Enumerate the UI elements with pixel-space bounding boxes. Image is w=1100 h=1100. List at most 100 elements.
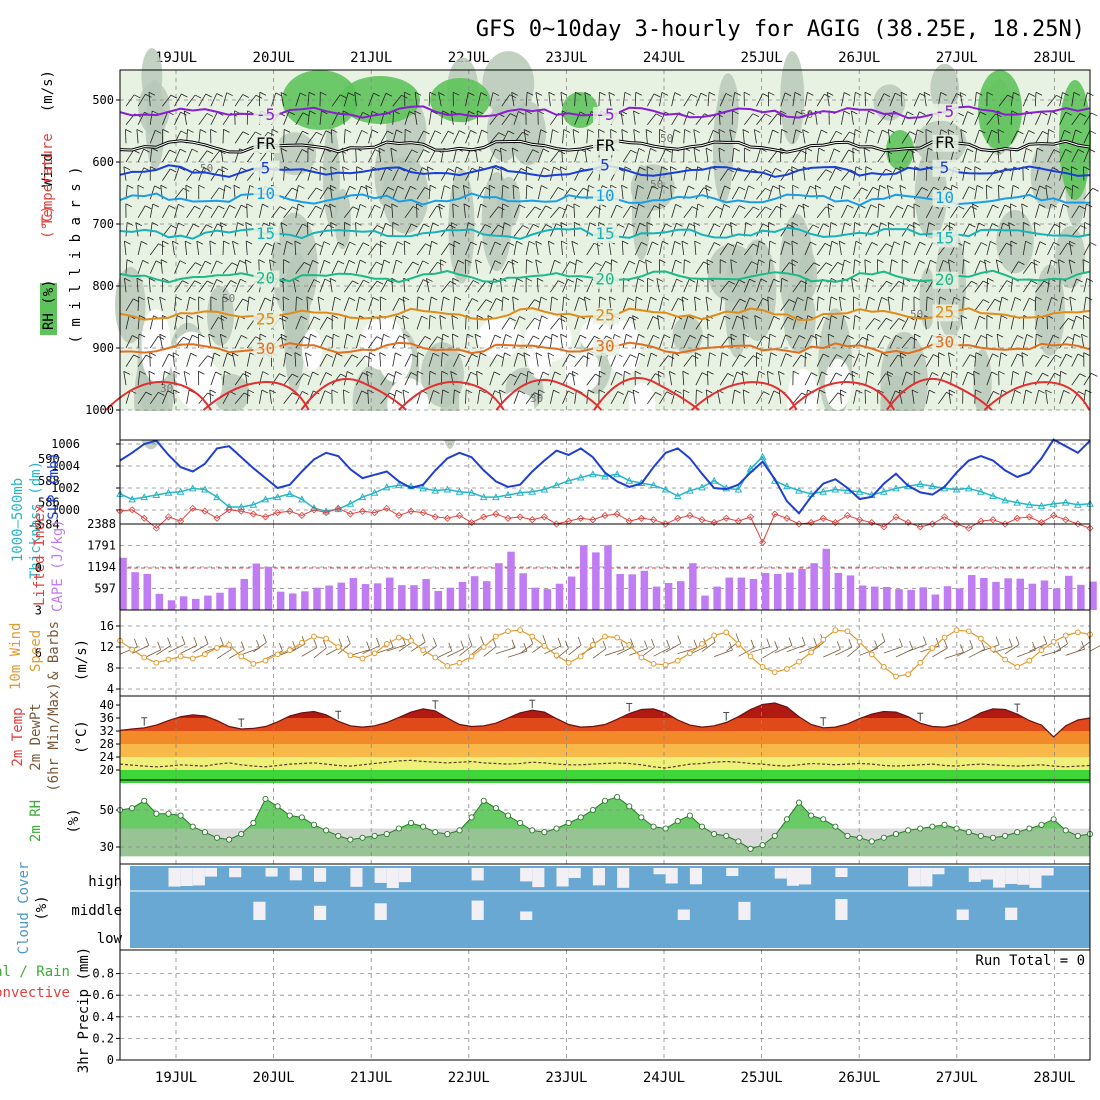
- cloud-middle-block: [677, 909, 690, 920]
- upper-wind-barb: [439, 315, 442, 330]
- upper-wind-barb-flag: [1062, 296, 1069, 301]
- upper-wind-barb: [802, 203, 806, 218]
- upper-wind-barb: [368, 352, 370, 367]
- upper-wind-barb: [125, 259, 128, 274]
- upper-wind-barb-flag: [827, 203, 835, 208]
- upper-wind-barb: [511, 148, 515, 163]
- upper-wind-barb-flag: [909, 131, 916, 136]
- upper-wind-barb: [693, 222, 697, 237]
- upper-wind-barb: [269, 389, 272, 404]
- upper-wind-barb: [368, 280, 378, 293]
- upper-wind-barb-flag: [240, 204, 248, 209]
- upper-wind-barb-flag: [694, 240, 701, 245]
- upper-wind-barb-flag: [429, 91, 436, 96]
- upper-wind-barb: [840, 222, 846, 237]
- li-marker: [516, 513, 524, 521]
- rh2m-point: [638, 814, 645, 821]
- upper-wind-barb: [428, 262, 438, 274]
- upper-wind-barb-flag: [452, 333, 459, 338]
- rh-grey-area: [496, 176, 521, 228]
- upper-wind-barb: [792, 150, 802, 163]
- wind10-barb-flag: [577, 636, 582, 646]
- cape-bar: [1052, 588, 1061, 610]
- upper-wind-barb: [160, 259, 163, 274]
- cape-bar: [616, 573, 624, 610]
- thickness-marker: [455, 487, 464, 495]
- wind10-barb-flag: [278, 642, 283, 652]
- upper-wind-barb: [489, 371, 495, 386]
- temp-tick-label: 36: [100, 711, 114, 725]
- upper-wind-barb: [440, 281, 451, 293]
- upper-wind-barb-flag: [1091, 112, 1098, 117]
- upper-wind-barb-flag: [661, 92, 669, 96]
- upper-wind-barb: [271, 92, 277, 107]
- rh2m-point: [335, 832, 342, 839]
- upper-wind-barb-flag: [684, 129, 691, 133]
- thickness-marker: [346, 499, 355, 507]
- upper-wind-barb-flag: [837, 261, 844, 266]
- upper-wind-barb-flag: [454, 296, 462, 301]
- rh-grey-area: [334, 188, 351, 250]
- upper-wind-barb: [1047, 204, 1052, 218]
- upper-wind-barb-flag: [959, 92, 967, 96]
- upper-wind-barb-flag: [942, 260, 950, 264]
- wind10-speed-point: [262, 657, 269, 664]
- thickness-marker: [358, 493, 367, 501]
- upper-wind-barb-flag: [763, 335, 770, 340]
- wind10-barb-flag: [602, 640, 607, 649]
- precip-tick-label: 0.2: [92, 1031, 114, 1045]
- upper-wind-barb-flag: [880, 222, 887, 227]
- isotherm-35-curve: [983, 381, 1091, 411]
- upper-wind-barb: [804, 186, 811, 200]
- upper-wind-barb: [925, 205, 934, 218]
- upper-wind-barb: [307, 371, 313, 386]
- upper-wind-barb-flag: [155, 260, 163, 265]
- upper-wind-barb: [186, 94, 196, 107]
- upper-wind-barb-flag: [244, 371, 252, 375]
- cloud-high-block: [920, 868, 933, 887]
- upper-wind-barb-flag: [807, 296, 814, 301]
- upper-wind-barb: [804, 335, 812, 349]
- upper-wind-barb: [319, 317, 328, 330]
- upper-wind-barb: [159, 334, 163, 349]
- upper-wind-barb-flag: [414, 91, 422, 96]
- upper-wind-barb-flag: [1059, 222, 1066, 226]
- upper-wind-barb-flag: [494, 334, 502, 339]
- upper-wind-barb: [562, 372, 570, 386]
- isotherm-label-bg: [253, 270, 280, 288]
- upper-wind-barb: [501, 296, 504, 311]
- upper-wind-barb: [560, 241, 563, 256]
- upper-wind-barb: [889, 318, 900, 330]
- cape-bar: [980, 577, 988, 610]
- upper-wind-barb-flag: [925, 129, 933, 133]
- upper-wind-barb: [234, 260, 241, 274]
- upper-wind-barb-flag: [964, 240, 971, 245]
- upper-wind-barb: [295, 203, 299, 218]
- upper-wind-barb-flag: [1085, 296, 1093, 301]
- upper-wind-barb: [671, 278, 677, 293]
- wind10-speed-point: [650, 660, 657, 667]
- upper-wind-barb-flag: [438, 203, 445, 208]
- upper-wind-barb: [828, 262, 838, 274]
- upper-wind-barb: [986, 278, 989, 293]
- upper-wind-barb-flag: [840, 389, 847, 394]
- upper-wind-barb: [1059, 186, 1066, 200]
- upper-wind-barb-flag: [210, 296, 218, 301]
- upper-wind-barb-flag: [343, 389, 350, 394]
- upper-wind-barb-flag: [429, 370, 437, 375]
- upper-wind-barb: [331, 260, 339, 274]
- upper-wind-barb-flag: [242, 298, 249, 303]
- upper-wind-barb: [392, 315, 397, 330]
- upper-wind-barb: [378, 148, 382, 163]
- pressure-tick-label: 700: [92, 217, 114, 231]
- wind10-barb-flag: [1043, 635, 1048, 645]
- upper-wind-barb-flag: [465, 389, 473, 394]
- upper-wind-barb-flag: [178, 222, 185, 227]
- upper-wind-barb: [974, 92, 977, 107]
- upper-wind-barb: [343, 315, 346, 330]
- upper-wind-barb: [1059, 390, 1065, 404]
- upper-wind-barb: [865, 111, 869, 125]
- wind10-speed-point: [565, 659, 572, 666]
- upper-wind-barb: [986, 298, 996, 312]
